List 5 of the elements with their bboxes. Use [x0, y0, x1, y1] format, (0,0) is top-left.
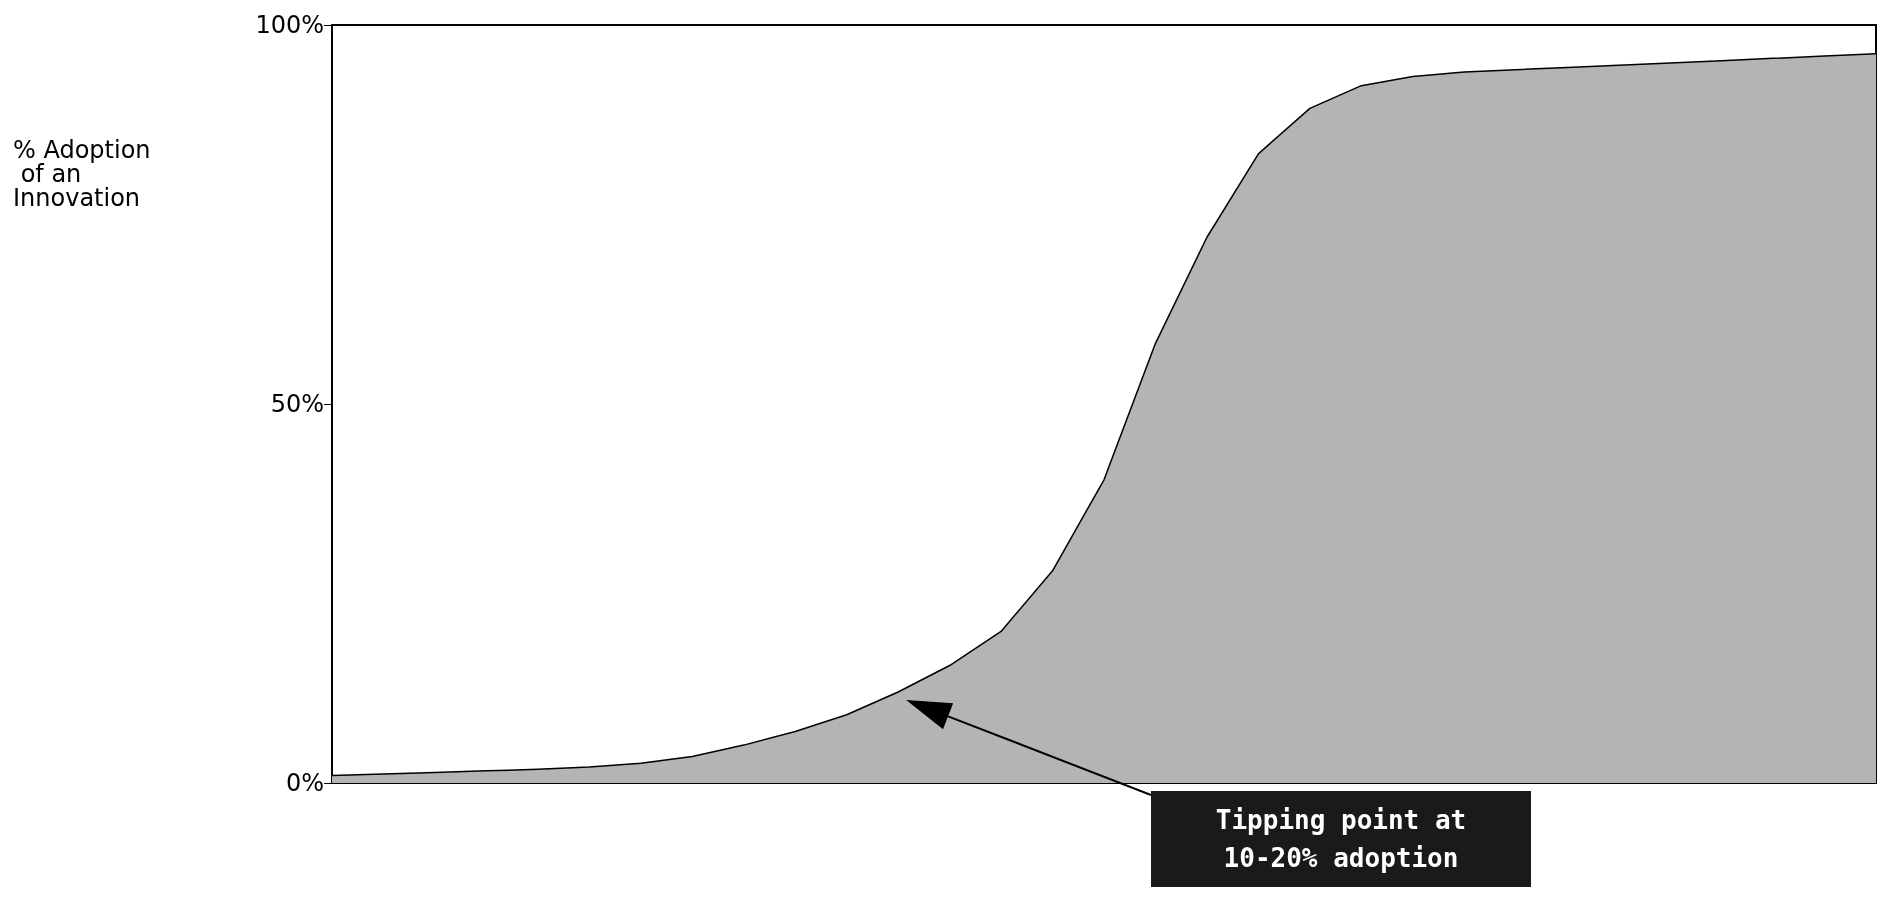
y-tick-label: 50%	[270, 390, 324, 418]
y-axis-title: % Adoption of an Innovation	[13, 136, 151, 212]
y-tick-label: 100%	[255, 11, 324, 39]
text: Tipping point at 10-20% adoption	[1151, 791, 1531, 887]
y-tick-label: 0%	[285, 769, 324, 797]
